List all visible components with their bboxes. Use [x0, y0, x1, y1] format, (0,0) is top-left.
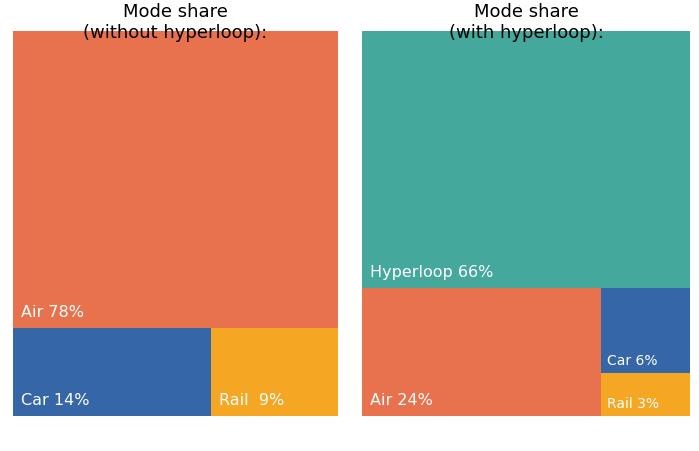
Text: Air 24%: Air 24%: [370, 393, 433, 408]
Bar: [211, 328, 338, 416]
Text: Rail 3%: Rail 3%: [607, 397, 658, 411]
Text: Air 78%: Air 78%: [21, 305, 84, 320]
Bar: [600, 373, 690, 416]
Text: Hyperloop 66%: Hyperloop 66%: [370, 265, 493, 280]
Bar: [13, 328, 211, 416]
Text: Car 6%: Car 6%: [607, 354, 657, 368]
Bar: [13, 31, 338, 328]
Text: Mode share
(without hyperloop):: Mode share (without hyperloop):: [83, 3, 268, 42]
Text: Rail  9%: Rail 9%: [219, 393, 284, 408]
Bar: [600, 288, 690, 373]
Text: Car 14%: Car 14%: [21, 393, 89, 408]
Bar: [362, 288, 600, 416]
Text: Mode share
(with hyperloop):: Mode share (with hyperloop):: [449, 3, 603, 42]
Bar: [362, 31, 690, 288]
